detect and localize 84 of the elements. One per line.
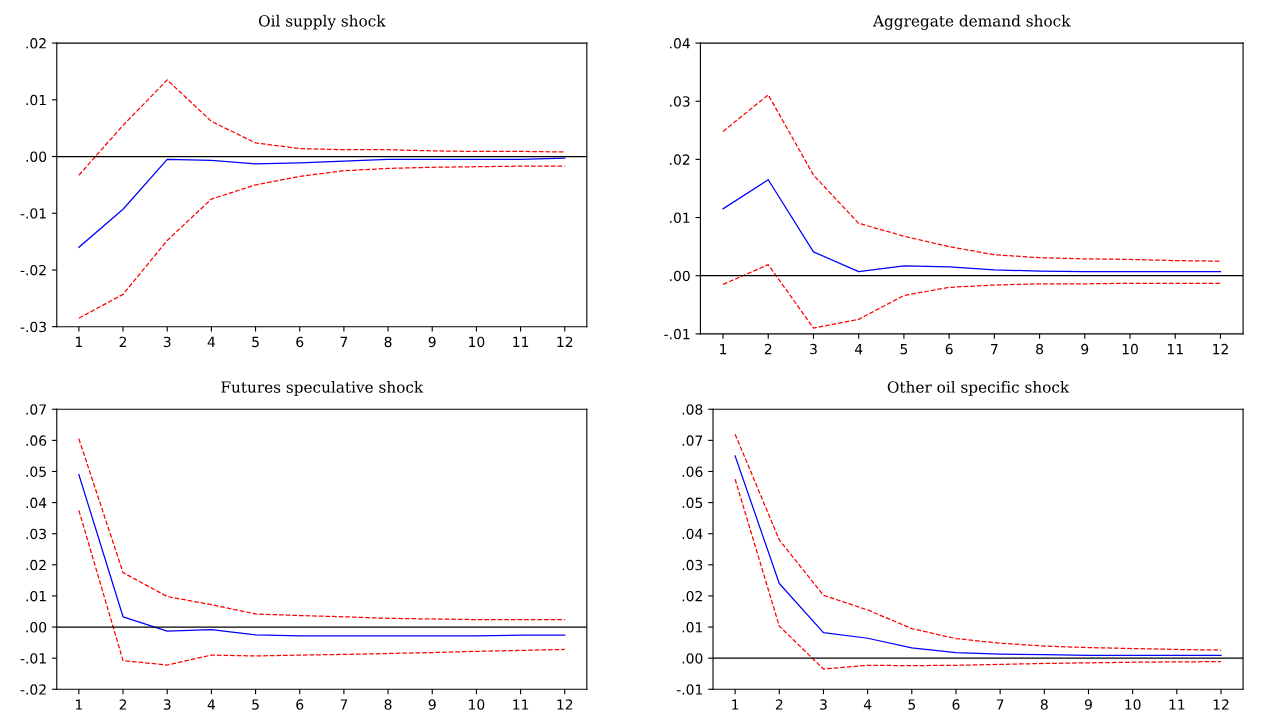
x-tick-label: 2 [119, 699, 127, 710]
chart-title: Aggregate demand shock [872, 14, 1071, 30]
y-tick-label: .03 [26, 528, 46, 540]
y-tick-label: .04 [682, 528, 703, 540]
y-tick-label: -.01 [20, 208, 46, 219]
y-tick-label: .07 [682, 435, 703, 446]
x-tick-label: 4 [863, 699, 872, 710]
x-tick-label: 2 [119, 336, 127, 347]
y-tick-label: .00 [682, 653, 703, 664]
x-tick-label: 7 [991, 344, 998, 355]
y-tick-label: -.03 [20, 321, 46, 333]
y-tick-label: .07 [26, 404, 46, 415]
x-tick-label: 9 [428, 699, 436, 710]
x-tick-label: 8 [1036, 343, 1044, 355]
y-tick-label: .04 [26, 497, 47, 509]
y-tick-label: .02 [26, 559, 46, 571]
x-tick-label: 1 [732, 699, 739, 710]
y-tick-label: -.01 [664, 328, 690, 340]
x-tick-label: 11 [1169, 699, 1185, 710]
y-tick-label: -.01 [20, 653, 46, 664]
y-tick-label: -.01 [676, 684, 703, 695]
x-tick-label: 11 [513, 336, 529, 347]
x-tick-label: 2 [764, 343, 772, 355]
x-tick-label: 6 [952, 699, 960, 710]
y-tick-label: .05 [682, 497, 703, 509]
x-tick-label: 4 [207, 699, 216, 710]
y-tick-label: .08 [682, 404, 703, 415]
x-tick-label: 4 [854, 344, 863, 355]
y-tick-label: .01 [670, 212, 690, 224]
x-tick-label: 5 [900, 344, 908, 355]
x-tick-label: 10 [469, 699, 485, 710]
y-tick-label: .06 [682, 466, 703, 477]
x-tick-label: 6 [945, 343, 953, 355]
y-tick-label: .04 [670, 38, 690, 49]
x-tick-label: 2 [775, 699, 783, 710]
y-tick-label: .03 [670, 96, 690, 107]
y-tick-label: -.02 [20, 264, 46, 276]
x-tick-label: 12 [1213, 699, 1229, 710]
x-tick-label: 11 [513, 699, 529, 710]
x-tick-label: 8 [384, 336, 392, 348]
x-tick-label: 10 [469, 336, 485, 348]
x-tick-label: 12 [1213, 343, 1228, 355]
y-tick-label: .02 [682, 590, 702, 602]
x-tick-label: 6 [296, 336, 304, 348]
y-tick-label: .03 [682, 559, 703, 571]
x-tick-label: 5 [252, 336, 259, 348]
x-tick-label: 6 [296, 699, 304, 710]
chart-title: Oil supply shock [258, 14, 386, 30]
x-tick-label: 4 [207, 336, 216, 347]
chart-title: Other oil specific shock [887, 380, 1070, 396]
x-tick-label: 11 [1167, 344, 1183, 355]
x-tick-label: 9 [1084, 699, 1092, 710]
x-tick-label: 12 [557, 699, 573, 710]
x-tick-label: 7 [340, 336, 348, 347]
y-tick-label: .01 [26, 590, 46, 602]
x-tick-label: 3 [820, 699, 827, 710]
x-tick-label: 8 [384, 699, 392, 710]
y-tick-label: -.02 [20, 684, 46, 695]
x-tick-label: 7 [996, 699, 1004, 710]
y-tick-label: .02 [26, 38, 46, 49]
x-tick-label: 7 [340, 699, 348, 710]
y-tick-label: .01 [26, 94, 46, 106]
x-tick-label: 9 [428, 336, 436, 348]
x-tick-label: 10 [1125, 699, 1141, 710]
x-tick-label: 5 [252, 699, 259, 710]
x-tick-label: 10 [1122, 343, 1138, 355]
x-tick-label: 1 [75, 336, 83, 347]
x-tick-label: 9 [1081, 343, 1089, 355]
y-tick-label: .00 [26, 622, 47, 633]
y-tick-label: .06 [26, 435, 47, 446]
x-tick-label: 3 [810, 343, 817, 355]
y-tick-label: .00 [670, 270, 690, 282]
y-tick-label: .00 [26, 151, 47, 162]
x-tick-label: 3 [163, 336, 171, 348]
x-tick-label: 3 [163, 699, 171, 710]
chart-title: Futures speculative shock [221, 380, 424, 396]
x-tick-label: 5 [908, 699, 915, 710]
x-tick-label: 12 [557, 336, 573, 347]
y-tick-label: .05 [26, 466, 46, 477]
y-tick-label: .01 [682, 622, 703, 633]
x-tick-label: 1 [75, 699, 83, 710]
y-tick-label: .02 [670, 154, 690, 165]
x-tick-label: 1 [720, 344, 727, 355]
x-tick-label: 8 [1040, 699, 1048, 710]
